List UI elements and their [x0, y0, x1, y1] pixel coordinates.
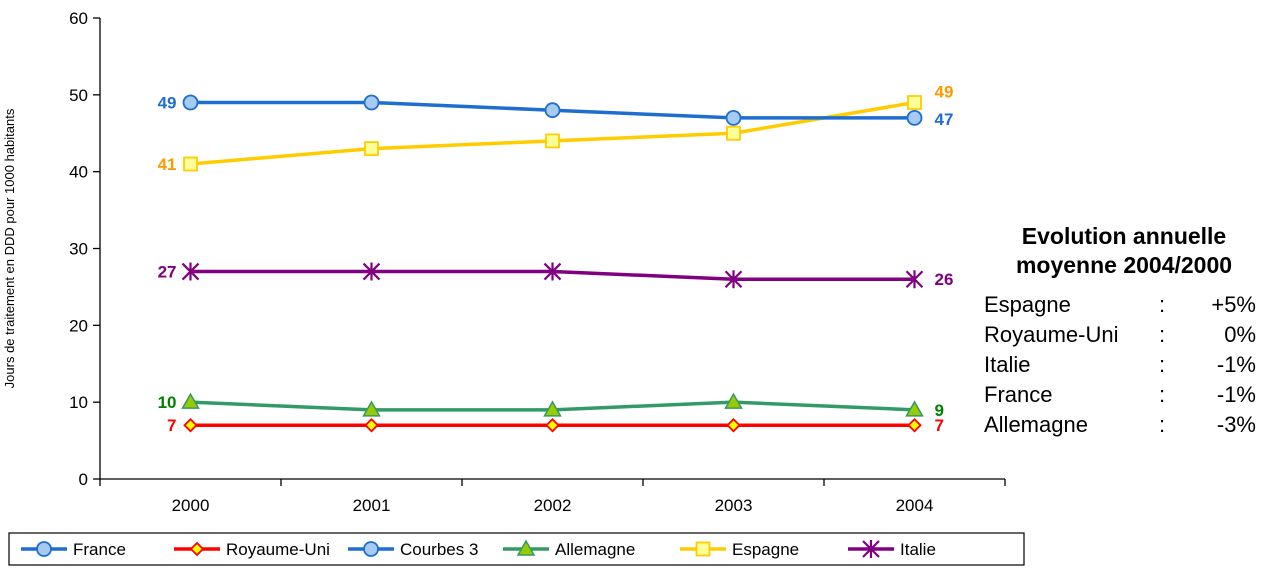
data-point-espagne	[183, 156, 198, 172]
data-point-france	[363, 94, 380, 111]
legend-swatch-marker	[862, 540, 880, 558]
data-label-start-allemagne: 10	[158, 393, 177, 412]
panel-title: Evolution annuelle moyenne 2004/2000	[984, 222, 1256, 280]
x-tick-label: 2001	[353, 496, 391, 515]
legend-label-espagne: Espagne	[732, 540, 799, 559]
data-point-espagne	[364, 141, 379, 157]
data-point-italie	[724, 270, 743, 289]
data-point-espagne	[726, 125, 741, 141]
data-point-allemagne	[362, 400, 381, 417]
data-point-royaume-uni	[364, 417, 379, 433]
legend-label-royaume-uni: Royaume-Uni	[226, 540, 330, 559]
legend-label-courbes-3: Courbes 3	[400, 540, 478, 559]
panel-row-country: Allemagne	[984, 412, 1088, 437]
panel-row-country: Royaume-Uni	[984, 322, 1119, 347]
data-point-italie	[181, 262, 200, 281]
x-tick-label: 2000	[172, 496, 210, 515]
panel-row-value: 0%	[1224, 322, 1256, 347]
data-point-allemagne	[905, 400, 924, 417]
legend-swatch-marker	[189, 541, 205, 557]
panel-row-colon: :	[1159, 412, 1166, 437]
data-label-start-italie: 27	[158, 263, 177, 282]
data-label-start-royaume-uni: 7	[167, 416, 176, 435]
data-point-france	[906, 109, 923, 126]
panel-row: France : -1%	[984, 380, 1256, 410]
panel-row: Allemagne : -3%	[984, 410, 1256, 440]
data-label-end-espagne: 49	[935, 83, 954, 102]
y-tick-label: 10	[69, 393, 88, 412]
data-point-espagne	[545, 133, 560, 149]
panel-row-value: -1%	[1216, 382, 1256, 407]
legend-swatch-marker	[516, 539, 536, 556]
y-tick-label: 0	[79, 470, 88, 489]
data-point-allemagne	[724, 392, 743, 409]
panel-row-country: Italie	[984, 352, 1031, 377]
panel-row: Royaume-Uni : 0%	[984, 320, 1256, 350]
data-point-espagne	[907, 95, 922, 110]
y-tick-label: 60	[69, 9, 88, 28]
data-point-royaume-uni	[907, 417, 922, 433]
data-label-end-italie: 26	[935, 270, 954, 289]
panel-row-colon: :	[1159, 382, 1166, 407]
y-tick-label: 30	[69, 240, 88, 259]
legend-label-italie: Italie	[900, 540, 936, 559]
x-tick-label: 2002	[534, 496, 572, 515]
x-tick-label: 2003	[715, 496, 753, 515]
data-point-allemagne	[181, 392, 200, 409]
panel-row: Italie : -1%	[984, 350, 1256, 380]
data-label-start-espagne: 41	[158, 155, 177, 174]
y-tick-label: 50	[69, 86, 88, 105]
data-point-royaume-uni	[726, 417, 741, 433]
data-point-france	[725, 109, 742, 126]
panel-row-country: Espagne	[984, 292, 1071, 317]
panel-row-value: -1%	[1216, 352, 1256, 377]
legend-label-allemagne: Allemagne	[555, 540, 635, 559]
data-label-end-royaume-uni: 7	[935, 416, 944, 435]
panel-row: Espagne : +5%	[984, 290, 1256, 320]
legend-label-france: France	[73, 540, 126, 559]
legend-swatch-marker	[363, 541, 379, 557]
y-axis-label: Jours de traitement en DDD pour 1000 hab…	[2, 108, 17, 388]
legend-swatch-marker	[695, 541, 711, 557]
panel-row-value: +5%	[1211, 292, 1256, 317]
x-tick-label: 2004	[896, 496, 934, 515]
data-point-royaume-uni	[545, 417, 560, 433]
data-label-end-allemagne: 9	[935, 401, 944, 420]
data-point-france	[544, 102, 561, 119]
data-label-start-france: 49	[158, 94, 177, 113]
data-point-italie	[362, 262, 381, 281]
panel-row-colon: :	[1159, 322, 1166, 347]
data-label-end-france: 47	[935, 110, 954, 129]
data-point-royaume-uni	[183, 417, 198, 433]
panel-row-country: France	[984, 382, 1053, 407]
data-point-italie	[905, 270, 924, 289]
panel-title-line-1: Evolution annuelle	[1021, 223, 1227, 249]
y-tick-label: 40	[69, 163, 88, 182]
annual-evolution-panel: Evolution annuelle moyenne 2004/2000 Esp…	[984, 222, 1256, 440]
data-point-italie	[543, 262, 562, 281]
panel-row-value: -3%	[1216, 412, 1256, 437]
data-point-france	[182, 94, 199, 111]
legend-swatch-marker	[36, 541, 52, 557]
panel-title-line-2: moyenne 2004/2000	[1015, 252, 1233, 278]
y-tick-label: 20	[69, 316, 88, 335]
panel-row-colon: :	[1159, 352, 1166, 377]
panel-rows: Espagne : +5% Royaume-Uni : 0% Italie : …	[984, 290, 1256, 440]
data-point-allemagne	[543, 400, 562, 417]
panel-row-colon: :	[1159, 292, 1166, 317]
